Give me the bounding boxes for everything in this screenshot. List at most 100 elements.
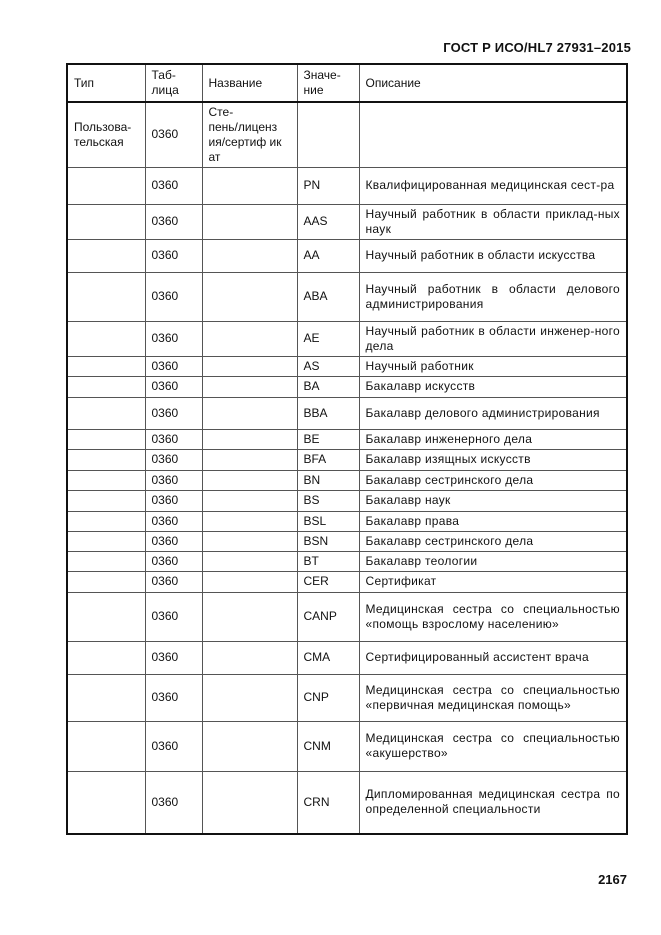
cell-value: CMA (296, 640, 360, 675)
cell-table: 0360 (144, 320, 203, 357)
cell-value: BSL (296, 510, 360, 532)
cell-description: Научный работник в области приклад-ных н… (358, 203, 628, 240)
cell-name (201, 591, 298, 642)
cell-type (66, 489, 146, 512)
cell-name (201, 530, 298, 552)
cell-table: 0360 (144, 166, 203, 205)
table-row: 0360 BT Бакалавр теологии (66, 550, 628, 572)
cell-table: 0360 (144, 510, 203, 532)
cell-name (201, 238, 298, 273)
cell-table: 0360 (144, 271, 203, 322)
table-row: 0360 BA Бакалавр искусств (66, 375, 628, 398)
cell-value: BS (296, 489, 360, 512)
cell-description: Квалифицированная медицинская сест-ра (358, 166, 628, 205)
column-header-name: Название (201, 63, 298, 103)
cell-type (66, 375, 146, 398)
table-row: 0360 BS Бакалавр наук (66, 489, 628, 512)
cell-table: 0360 (144, 720, 203, 772)
table-row: 0360 BSN Бакалавр сестринского дела (66, 530, 628, 552)
table-row: 0360 BBA Бакалавр делового администрирован… (66, 396, 628, 430)
cell-value: BT (296, 550, 360, 572)
cell-type (66, 469, 146, 491)
cell-table: 0360 (144, 673, 203, 722)
cell-name: Сте- пень/лиценз ия/сертиф ик ат (201, 101, 298, 168)
cell-table: 0360 (144, 428, 203, 450)
cell-name (201, 510, 298, 532)
table-header-row: Тип Таб- лица Название Значе- ние Описан… (66, 63, 628, 103)
cell-value: BN (296, 469, 360, 491)
cell-value: BE (296, 428, 360, 450)
cell-description: Бакалавр инженерного дела (358, 428, 628, 450)
cell-type (66, 355, 146, 377)
cell-value: AAS (296, 203, 360, 240)
cell-type (66, 238, 146, 273)
cell-table: 0360 (144, 238, 203, 273)
cell-value: AE (296, 320, 360, 357)
cell-type (66, 428, 146, 450)
table-row: 0360 BN Бакалавр сестринского дела (66, 469, 628, 491)
column-header-table: Таб- лица (144, 63, 203, 103)
table-row: 0360 CER Сертификат (66, 570, 628, 593)
cell-table: 0360 (144, 396, 203, 430)
table-row: 0360 BE Бакалавр инженерного дела (66, 428, 628, 450)
cell-name (201, 355, 298, 377)
cell-description: Сертифицированный ассистент врача (358, 640, 628, 675)
cell-value: BSN (296, 530, 360, 552)
cell-description: Бакалавр сестринского дела (358, 530, 628, 552)
cell-table: 0360 (144, 469, 203, 491)
cell-name (201, 550, 298, 572)
cell-table: 0360 (144, 448, 203, 471)
cell-table: 0360 (144, 770, 203, 835)
cell-name (201, 203, 298, 240)
cell-description: Бакалавр изящных искусств (358, 448, 628, 471)
cell-table: 0360 (144, 550, 203, 572)
column-header-type: Тип (66, 63, 146, 103)
cell-description: Дипломированная медицинская сестра по оп… (358, 770, 628, 835)
cell-type: Пользова- тельская (66, 101, 146, 168)
cell-description: Научный работник в области делового адми… (358, 271, 628, 322)
cell-description: Бакалавр искусств (358, 375, 628, 398)
table-row: 0360 PN Квалифицированная медицинская сест… (66, 166, 628, 205)
cell-table: 0360 (144, 355, 203, 377)
document-id: ГОСТ Р ИСО/HL7 27931–2015 (443, 40, 631, 55)
table-row: 0360 CMA Сертифицированный ассистент врача (66, 640, 628, 675)
cell-table: 0360 (144, 530, 203, 552)
cell-value: CRN (296, 770, 360, 835)
cell-value: BBA (296, 396, 360, 430)
cell-description: Сертификат (358, 570, 628, 593)
cell-value: PN (296, 166, 360, 205)
cell-name (201, 640, 298, 675)
page-number: 2167 (598, 872, 627, 887)
table-row: 0360 AS Научный работник (66, 355, 628, 377)
cell-name (201, 570, 298, 593)
cell-table: 0360 (144, 203, 203, 240)
cell-value: AS (296, 355, 360, 377)
cell-type (66, 570, 146, 593)
cell-name (201, 166, 298, 205)
cell-table: 0360 (144, 591, 203, 642)
cell-description: Бакалавр сестринского дела (358, 469, 628, 491)
cell-value: BFA (296, 448, 360, 471)
cell-type (66, 271, 146, 322)
cell-table: 0360 (144, 101, 203, 168)
cell-description: Бакалавр наук (358, 489, 628, 512)
codes-table: Тип Таб- лица Название Значе- ние Описан… (66, 63, 628, 835)
table-row: Пользова- тельская 0360 Сте- пень/лиценз и… (66, 101, 628, 168)
cell-name (201, 396, 298, 430)
table-row: 0360 AAS Научный работник в области прикла… (66, 203, 628, 240)
cell-description: Бакалавр теологии (358, 550, 628, 572)
table-row: 0360 AA Научный работник в области искусст… (66, 238, 628, 273)
cell-name (201, 320, 298, 357)
cell-type (66, 530, 146, 552)
cell-type (66, 770, 146, 835)
cell-value: ABA (296, 271, 360, 322)
cell-description: Научный работник в области искусства (358, 238, 628, 273)
table-row: 0360 ABA Научный работник в области делово… (66, 271, 628, 322)
cell-name (201, 271, 298, 322)
cell-type (66, 673, 146, 722)
cell-type (66, 510, 146, 532)
cell-name (201, 489, 298, 512)
cell-value: CNM (296, 720, 360, 772)
cell-name (201, 720, 298, 772)
cell-name (201, 375, 298, 398)
